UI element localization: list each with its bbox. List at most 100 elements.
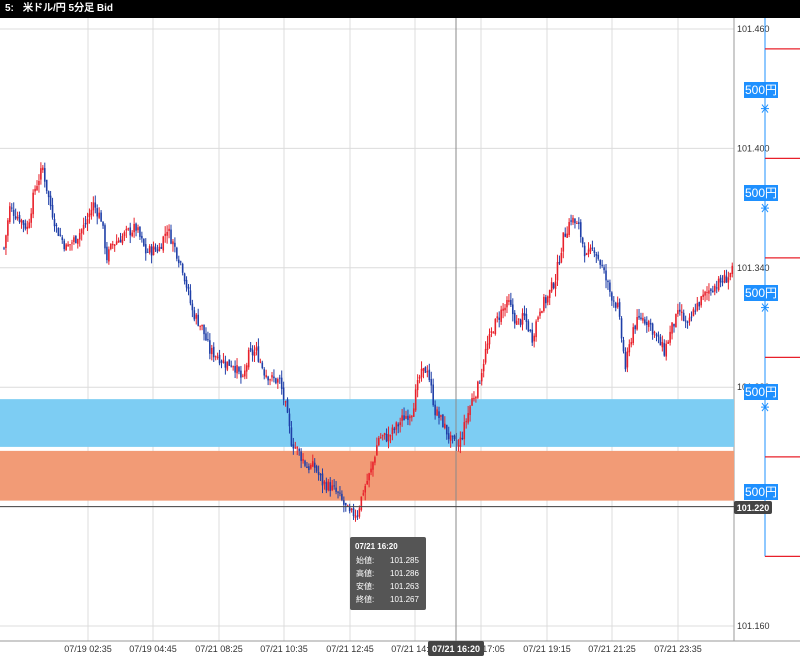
- candle-body: [412, 408, 415, 417]
- candle-body: [638, 315, 640, 318]
- candle-body: [143, 238, 145, 246]
- candle-body: [397, 424, 400, 427]
- candle-body: [197, 314, 199, 326]
- candle-body: [40, 168, 42, 180]
- candle-body: [684, 320, 687, 322]
- candle-body: [543, 296, 545, 311]
- candle-body: [321, 473, 324, 486]
- candle-body: [614, 302, 617, 308]
- candle-body: [168, 228, 170, 231]
- candle-body: [115, 241, 118, 245]
- candle-body: [337, 491, 339, 493]
- candle-body: [537, 317, 539, 320]
- candle-body: [368, 473, 370, 481]
- candle-body: [426, 371, 429, 373]
- candle-body: [55, 224, 58, 227]
- candle-body: [510, 299, 512, 306]
- candle-body: [207, 339, 209, 341]
- price-tag-text: 101.220: [737, 503, 770, 513]
- candle-body: [490, 331, 493, 334]
- candle-body: [574, 218, 576, 224]
- candle-body: [104, 225, 106, 249]
- candle-body: [465, 421, 467, 423]
- measure-tool[interactable]: 500円 500円 500円 500円 500円: [744, 4, 800, 557]
- candle-body: [244, 370, 246, 377]
- x-tick-label: 07/21 14:55: [391, 644, 439, 654]
- candle-body: [420, 368, 423, 378]
- chart-title-bar: 5: 米ドル/円 5分足 Bid: [0, 0, 800, 18]
- candle-body: [378, 437, 380, 446]
- candle-body: [185, 279, 188, 288]
- candle-body: [669, 331, 671, 343]
- candle-body: [605, 270, 607, 281]
- candle-body: [69, 244, 71, 246]
- candle-body: [492, 332, 495, 334]
- candle-body: [193, 310, 196, 320]
- candle-body: [640, 317, 642, 320]
- candle-body: [548, 290, 551, 299]
- candle-body: [133, 223, 135, 233]
- candle-body: [444, 423, 446, 429]
- candle-body: [288, 413, 291, 427]
- x-tick-label: 07/21 19:15: [523, 644, 571, 654]
- candle-body: [475, 396, 477, 399]
- candle-body: [651, 323, 654, 335]
- candle-body: [247, 349, 250, 368]
- candle-body: [644, 319, 646, 324]
- candle-body: [663, 343, 666, 356]
- candle-body: [422, 368, 425, 371]
- candle-body: [286, 399, 289, 413]
- candle-body: [374, 457, 376, 463]
- candle-body: [471, 398, 473, 406]
- candle-body: [216, 356, 219, 358]
- candle-body: [292, 444, 295, 449]
- candle-body: [348, 507, 351, 512]
- candle-body: [583, 245, 586, 257]
- y-tick-label: 101.460: [737, 24, 770, 34]
- y-tick-label: 101.340: [737, 263, 770, 273]
- candle-body: [88, 213, 91, 218]
- candle-body: [702, 294, 704, 297]
- candle-body: [647, 321, 650, 327]
- candle-body: [18, 215, 21, 222]
- candle-body: [228, 359, 231, 366]
- candle-body: [269, 379, 271, 381]
- candle-body: [692, 309, 695, 317]
- candle-body: [725, 276, 728, 283]
- candle-body: [407, 415, 409, 420]
- candle-body: [42, 167, 44, 171]
- candle-body: [611, 292, 613, 301]
- candle-body: [350, 508, 353, 511]
- measure-badge: [744, 484, 778, 500]
- candle-body: [205, 333, 207, 341]
- candle-body: [626, 351, 629, 368]
- candle-body: [599, 260, 601, 265]
- candle-body: [354, 515, 357, 518]
- candle-body: [682, 312, 685, 321]
- candle-body: [727, 277, 730, 283]
- zone-blue[interactable]: [0, 399, 734, 447]
- candle-body: [649, 322, 652, 325]
- candle-body: [461, 437, 464, 439]
- candle-body: [671, 322, 673, 334]
- candle-body: [356, 515, 359, 517]
- candle-body: [552, 283, 555, 289]
- candle-body: [203, 324, 205, 335]
- chart-title: 米ドル/円 5分足 Bid: [23, 3, 114, 14]
- candle-body: [117, 240, 120, 243]
- price-tag-bg: [734, 501, 772, 514]
- candle-body: [698, 302, 701, 307]
- candle-body: [630, 342, 633, 345]
- candle-body: [16, 217, 19, 219]
- candle-body: [405, 416, 407, 419]
- candle-body: [277, 379, 279, 383]
- candle-body: [680, 311, 683, 313]
- candle-body: [34, 188, 36, 192]
- candle-body: [657, 335, 660, 337]
- candle-body: [379, 437, 382, 439]
- candle-body: [618, 302, 621, 317]
- measure-badge: [744, 285, 778, 301]
- candle-body: [329, 482, 332, 491]
- candle-body: [597, 254, 600, 259]
- y-tick-label: 101.400: [737, 143, 770, 153]
